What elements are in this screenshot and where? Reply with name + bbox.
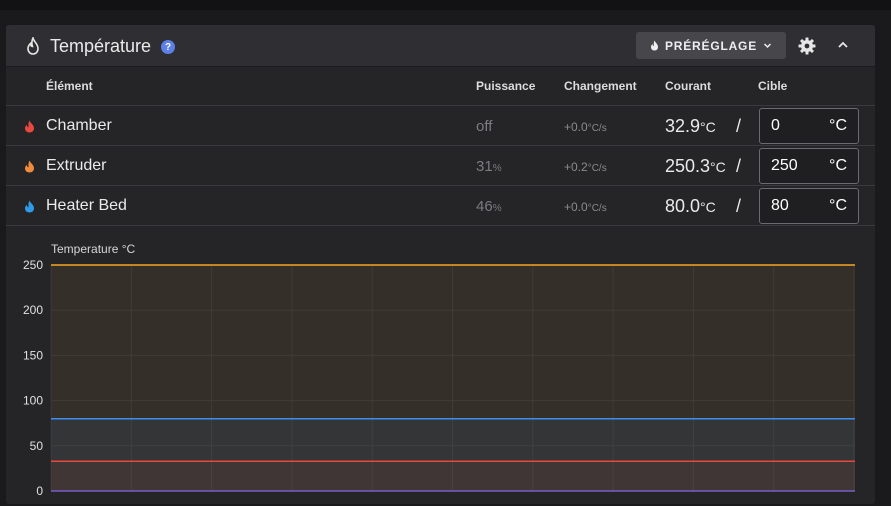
help-icon[interactable]: ? bbox=[161, 40, 175, 54]
card-title: Température bbox=[50, 36, 152, 56]
chart-y-axis: 0 50 100 150 200 250 bbox=[23, 258, 43, 498]
chart-fills bbox=[51, 265, 855, 491]
header-change: Changement bbox=[564, 79, 637, 93]
y-tick-label: 200 bbox=[23, 303, 43, 317]
target-value[interactable]: 0 bbox=[771, 117, 780, 134]
chart-title: Temperature °C bbox=[51, 242, 135, 256]
row-change: +0.2°C/s bbox=[564, 160, 607, 174]
row-name: Heater Bed bbox=[46, 197, 127, 214]
preset-button[interactable]: PRÉRÉGLAGE bbox=[636, 32, 786, 59]
series-area bbox=[51, 265, 855, 491]
target-input-chamber[interactable]: 0 °C bbox=[759, 108, 859, 144]
fire-icon bbox=[25, 160, 34, 173]
target-input-heater-bed[interactable]: 80 °C bbox=[759, 188, 859, 224]
chart-grid bbox=[50, 264, 855, 492]
row-power: 31% bbox=[476, 158, 502, 175]
target-value[interactable]: 80 bbox=[771, 197, 789, 214]
row-name: Extruder bbox=[46, 157, 107, 174]
y-tick-label: 100 bbox=[23, 394, 43, 408]
header-power: Puissance bbox=[476, 79, 536, 93]
preset-label: PRÉRÉGLAGE bbox=[664, 38, 757, 53]
row-slash: / bbox=[736, 156, 742, 176]
row-current: 250.3°C bbox=[665, 156, 726, 176]
chevron-down-icon bbox=[763, 43, 772, 49]
header-current: Courant bbox=[665, 79, 711, 93]
row-change: +0.0°C/s bbox=[564, 120, 607, 134]
temperature-card: Température ? PRÉRÉGLAGE bbox=[6, 25, 875, 504]
top-strip bbox=[0, 0, 891, 10]
target-unit: °C bbox=[829, 117, 847, 134]
target-value[interactable]: 250 bbox=[771, 157, 798, 174]
target-unit: °C bbox=[829, 157, 847, 174]
row-change: +0.0°C/s bbox=[564, 200, 607, 214]
y-tick-label: 250 bbox=[23, 258, 43, 272]
series-area bbox=[51, 418, 855, 491]
row-slash: / bbox=[736, 196, 742, 216]
card-header: Température ? PRÉRÉGLAGE bbox=[6, 25, 875, 67]
chart-lines bbox=[51, 264, 855, 492]
series-area bbox=[51, 461, 855, 491]
chevron-up-icon[interactable] bbox=[836, 38, 850, 52]
y-tick-label: 50 bbox=[30, 439, 44, 453]
y-tick-label: 150 bbox=[23, 348, 43, 362]
fire-icon bbox=[650, 40, 658, 51]
table-row-extruder: Extruder 31% +0.2°C/s 250.3°C / 250 °C bbox=[6, 146, 875, 186]
header-target: Cible bbox=[758, 79, 788, 93]
table-row-heater-bed: Heater Bed 46% +0.0°C/s 80.0°C / 80 °C bbox=[6, 186, 875, 226]
row-slash: / bbox=[736, 116, 742, 136]
fire-icon bbox=[25, 120, 34, 133]
row-power: 46% bbox=[476, 198, 502, 215]
header-element: Élément bbox=[46, 79, 93, 93]
gear-icon[interactable] bbox=[798, 37, 816, 55]
row-current: 32.9°C bbox=[665, 116, 716, 136]
y-tick-label: 0 bbox=[36, 484, 43, 498]
water-drop-icon bbox=[25, 200, 34, 213]
row-power: off bbox=[476, 118, 493, 135]
row-current: 80.0°C bbox=[665, 196, 716, 216]
table-header: Élément Puissance Changement Courant Cib… bbox=[6, 67, 875, 106]
target-input-extruder[interactable]: 250 °C bbox=[759, 148, 859, 184]
target-unit: °C bbox=[829, 197, 847, 214]
fire-icon bbox=[27, 37, 39, 55]
table-row-chamber: Chamber off +0.0°C/s 32.9°C / 0 °C bbox=[6, 106, 875, 146]
row-name: Chamber bbox=[46, 117, 112, 134]
